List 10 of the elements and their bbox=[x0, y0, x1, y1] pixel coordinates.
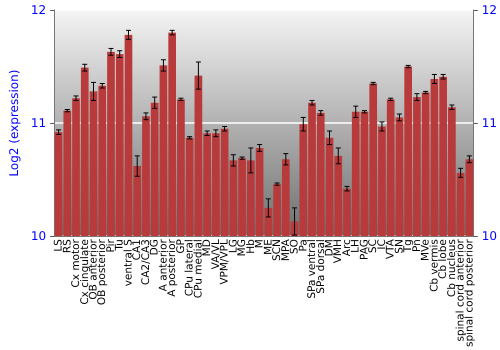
y-axis-title: Log2 (expression) bbox=[7, 70, 21, 177]
x-tick-label: spinal cord posterior bbox=[463, 238, 476, 348]
y-tick-label: 12 bbox=[30, 3, 46, 17]
y-tick-label: 10 bbox=[30, 229, 46, 244]
y2-tick-label: 10 bbox=[482, 229, 498, 244]
y2-tick-label: 12 bbox=[482, 3, 498, 17]
x-tick-label: A posterior bbox=[166, 238, 178, 297]
y-tick-label: 11 bbox=[30, 116, 46, 130]
y2-tick-label: 11 bbox=[482, 116, 498, 130]
x-tick-label: Tg bbox=[402, 239, 414, 254]
